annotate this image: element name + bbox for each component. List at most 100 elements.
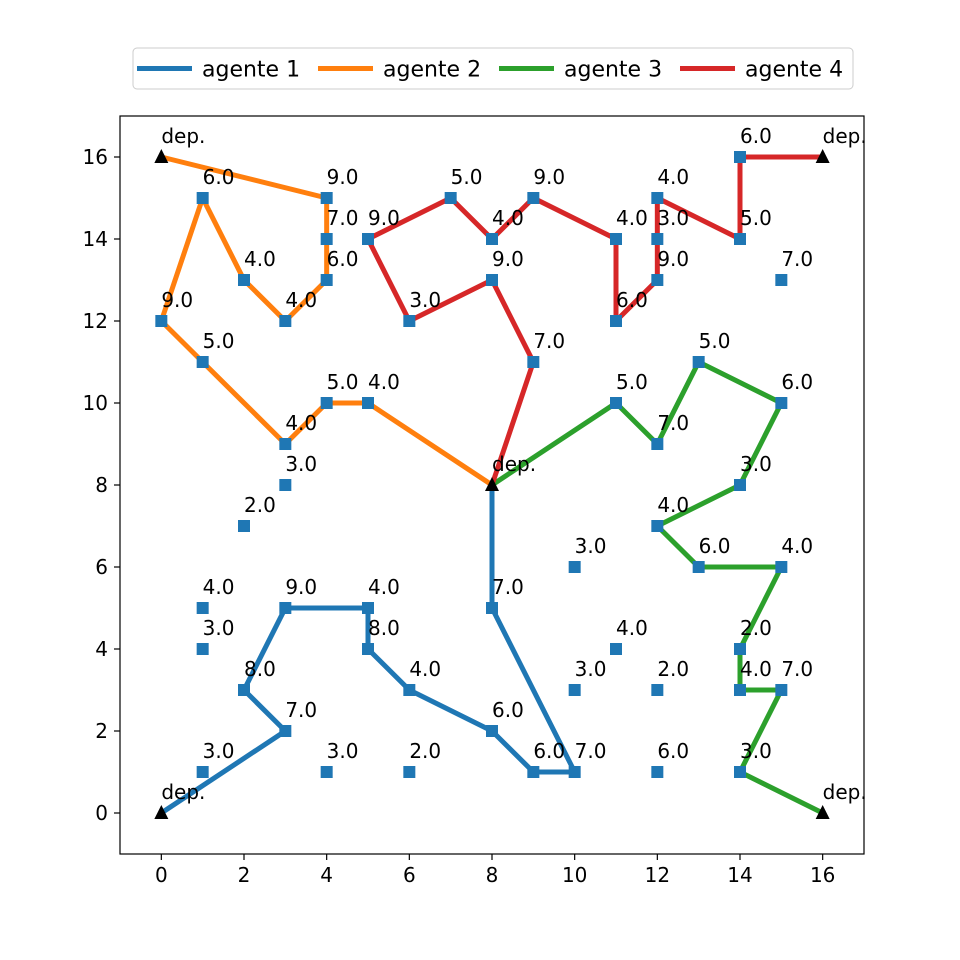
node-value-label: 7.0 [781,657,813,681]
node-value-label: 4.0 [285,411,317,435]
node-marker [734,151,746,163]
axes: 0 2 4 6 8 10 12 14 16 0 2 4 6 8 10 12 14 16 [83,115,865,887]
depot-marker [485,477,499,491]
node-marker [362,233,374,245]
node-marker [692,356,705,368]
y-tick-label: 0 [95,801,108,825]
node-value-label: 3.0 [203,739,235,763]
x-tick-label: 2 [238,863,251,887]
node-value-label: 5.0 [203,329,235,353]
route-agente-1 [159,485,578,816]
y-tick-label: 12 [83,309,108,333]
node-value-label: 3.0 [285,452,317,476]
route-agente-3 [490,359,824,816]
node-value-label: 4.0 [368,370,400,394]
node-value-label: 2.0 [657,657,689,681]
node-marker [320,397,333,409]
legend-label-agente-3: agente 3 [564,58,662,83]
node-marker [444,192,457,204]
node-marker [775,274,788,286]
node-marker [238,274,250,286]
node-marker [651,438,664,450]
node-value-label: 7.0 [327,206,359,230]
y-tick-label: 6 [95,555,108,579]
node-value-label: 7.0 [781,247,813,271]
node-value-label: 4.0 [740,657,772,681]
node-value-label: 3.0 [740,739,772,763]
node-marker [403,684,416,696]
legend: agente 1 agente 2 agente 3 agente 4 [132,47,854,90]
node-marker [403,766,416,778]
node-value-label: 3.0 [203,616,235,640]
node-value-label: 7.0 [533,329,565,353]
node-marker [527,192,540,204]
depot-label: dep. [161,124,205,148]
node-value-label: 6.0 [533,739,565,763]
y-tick-label: 16 [83,145,108,169]
x-tick-label: 12 [645,863,670,887]
depot-label: dep. [161,780,205,804]
depot-marker [815,149,830,163]
node-value-label: 8.0 [244,657,276,681]
node-marker [196,766,209,778]
node-marker [568,684,581,696]
node-marker [279,438,292,450]
node-value-label: 3.0 [657,206,689,230]
y-tick-label: 14 [83,227,108,251]
node-marker [279,602,292,614]
node-value-label: 6.0 [616,288,648,312]
y-tick-label: 4 [95,637,108,661]
node-marker [734,766,746,778]
node-value-label: 9.0 [368,206,400,230]
node-marker [362,643,374,655]
y-tick-label: 8 [95,473,108,497]
y-tick-label: 10 [83,391,108,415]
node-marker [651,233,664,245]
x-tick-label: 4 [320,863,333,887]
node-marker [775,684,788,696]
node-marker [651,274,664,286]
node-value-label: 9.0 [161,288,193,312]
node-value-label: 5.0 [740,206,772,230]
node-value-label: 4.0 [244,247,276,271]
node-marker [775,397,788,409]
node-value-label: 6.0 [740,124,772,148]
node-value-label: 6.0 [492,698,524,722]
node-marker [651,520,664,532]
node-marker [279,315,292,327]
node-value-label: 4.0 [781,534,813,558]
x-tick-label: 16 [810,863,835,887]
node-marker [155,315,168,327]
node-marker [692,561,705,573]
node-marker [196,602,209,614]
legend-box [132,47,854,90]
node-value-label: 5.0 [327,370,359,394]
node-marker [651,766,664,778]
depot-marker [154,805,169,819]
node-value-label: 6.0 [781,370,813,394]
nodes [155,151,788,778]
depot-marker [154,149,169,163]
legend-label-agente-2: agente 2 [383,58,481,83]
node-marker [734,684,746,696]
depot-label: dep. [823,124,867,148]
node-marker [527,356,540,368]
node-marker [610,315,622,327]
node-marker [320,274,333,286]
node-marker [486,602,498,614]
node-marker [734,643,746,655]
node-value-label: 9.0 [285,575,317,599]
node-value-label: 9.0 [327,165,359,189]
node-value-label: 2.0 [409,739,441,763]
node-marker [320,766,333,778]
node-marker [196,356,209,368]
node-marker [196,643,209,655]
node-value-label: 6.0 [327,247,359,271]
y-tick-label: 2 [95,719,108,743]
depot-marker [815,805,830,819]
node-marker [238,684,250,696]
node-value-label: 3.0 [575,534,607,558]
route-agente-4 [365,154,823,486]
node-value-label: 4.0 [616,206,648,230]
node-marker [196,192,209,204]
